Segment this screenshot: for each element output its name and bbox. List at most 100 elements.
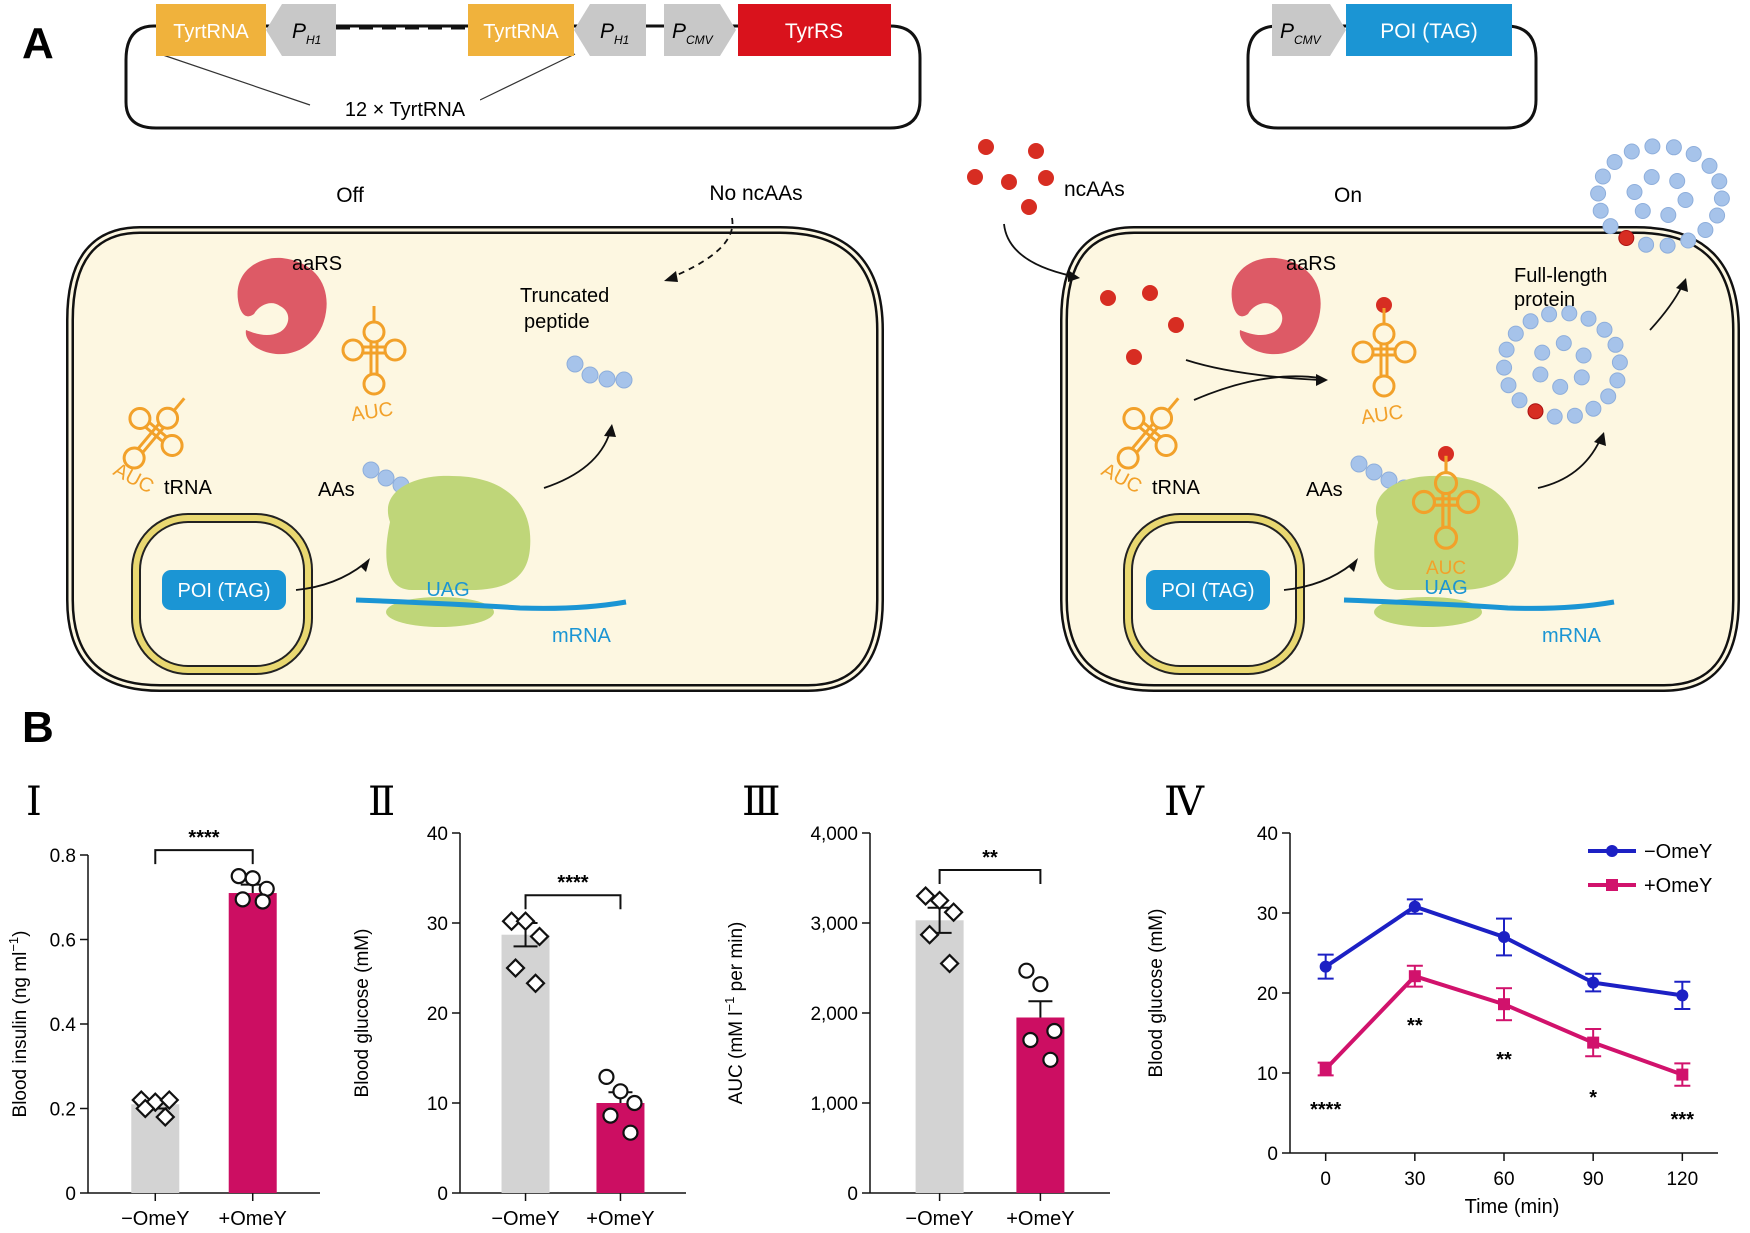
protein-residue <box>1532 366 1549 383</box>
ph1-label-1: P <box>292 20 306 43</box>
legend-label: +OmeY <box>1644 875 1712 897</box>
aas-label-off: AAs <box>318 479 355 501</box>
y-tick-label: 10 <box>1257 1064 1278 1085</box>
bar-minus-omey <box>501 934 550 1193</box>
protein-residue <box>1623 143 1640 160</box>
data-point-circle <box>244 870 261 887</box>
y-axis-label: AUC (mM l−1 per min) <box>722 922 747 1105</box>
protein-residue <box>1634 203 1651 219</box>
y-tick-label: 40 <box>427 824 448 845</box>
protein-residue <box>1522 313 1539 330</box>
protein-residue <box>1713 190 1730 207</box>
protein-residue <box>1573 369 1590 386</box>
data-point-diamond <box>505 957 526 979</box>
uag-label-off: UAG <box>426 579 469 601</box>
y-tick-label: 20 <box>1257 984 1278 1005</box>
data-point-diamond <box>159 1090 180 1111</box>
pcmv-promoter-2 <box>1272 4 1346 56</box>
pcmv-label-1: P <box>672 20 686 43</box>
x-axis-label: Time (min) <box>1465 1196 1560 1218</box>
mrna-label-off: mRNA <box>552 625 612 647</box>
poi-box-off <box>162 570 286 610</box>
protein-residue <box>1677 192 1694 208</box>
ph1-promoter-1 <box>266 4 336 56</box>
y-axis-label-sup: −1 <box>722 997 737 1012</box>
protein-residue <box>1600 388 1617 405</box>
full-length-label-2: protein <box>1514 289 1575 311</box>
state-off-label: Off <box>336 184 364 207</box>
y-axis-label-main: AUC (mM l <box>726 1011 747 1104</box>
protein-residue <box>1701 157 1718 174</box>
protein-residue <box>1575 347 1592 364</box>
panel-label-a: A <box>22 19 54 68</box>
protein-residue <box>1611 354 1628 371</box>
pcmv-sub-1: CMV <box>686 33 714 47</box>
data-point-circle <box>598 1068 615 1086</box>
ncaa-charged-1 <box>1376 297 1392 313</box>
x-tick-label: 0 <box>1320 1169 1331 1190</box>
full-length-label-1: Full-length <box>1514 265 1607 287</box>
y-tick-label: 0 <box>437 1184 448 1205</box>
x-tick-label: −OmeY <box>905 1208 973 1230</box>
chart-panel-label: Ⅱ <box>368 779 395 825</box>
data-point <box>1408 900 1421 913</box>
ph1-label-2: P <box>600 20 614 43</box>
protein-residue <box>1534 344 1551 361</box>
x-tick-label: 60 <box>1493 1169 1514 1190</box>
y-tick-label: 0 <box>847 1184 858 1205</box>
poi-block <box>1346 4 1512 56</box>
x-tick-label: −OmeY <box>491 1208 559 1230</box>
protein-residue <box>1685 146 1702 162</box>
cell-off: Off No ncAAs aaRS AUC AUC tRNA Truncated… <box>66 182 884 692</box>
protein-residue <box>1665 139 1682 156</box>
data-point <box>1498 998 1510 1011</box>
y-tick-label: 1,000 <box>810 1094 858 1115</box>
poi-label: POI (TAG) <box>1380 20 1478 43</box>
plasmid-1: TyrtRNA PH1 TyrtRNA PH1 PCMV TyrRS 12 × … <box>124 4 922 130</box>
legend-marker <box>1606 845 1618 857</box>
ph1-promoter-2 <box>574 4 646 56</box>
auc-label-on-3: AUC <box>1426 558 1466 579</box>
data-point <box>1408 970 1421 983</box>
data-point-circle <box>626 1094 643 1112</box>
aas-label-on: AAs <box>1306 479 1343 501</box>
protein-residue <box>1592 202 1609 219</box>
mrna-strand-on <box>1343 597 1615 611</box>
y-axis-label-end: per min) <box>726 922 747 997</box>
significance-label: ** <box>982 847 998 869</box>
ribosome-large-on <box>1374 475 1519 590</box>
significance-bracket <box>938 869 1042 884</box>
protein-residue <box>1596 321 1613 338</box>
nucleus-on <box>1125 515 1303 673</box>
data-point <box>1319 1063 1332 1075</box>
ncaa-cluster-outside <box>967 139 1054 215</box>
data-point <box>1587 976 1600 989</box>
data-point-diamond <box>525 973 546 994</box>
protein-residue <box>1566 407 1583 424</box>
svg-text:PH1: PH1 <box>600 20 629 47</box>
poi-box-on <box>1146 570 1270 610</box>
protein-residue <box>1626 184 1643 200</box>
significance-bracket <box>154 849 254 865</box>
pcmv-label-2: P <box>1280 20 1294 43</box>
protein-residue <box>1580 310 1597 327</box>
ph1-sub-1: H1 <box>306 33 321 47</box>
data-point-diamond <box>501 911 522 932</box>
y-tick-label: 0.8 <box>50 846 76 867</box>
protein-residue <box>1602 218 1619 235</box>
pcmv-sub-2: CMV <box>1294 33 1322 47</box>
y-axis-label-sup: −1 <box>6 937 21 952</box>
tyrtrna-block-2 <box>468 4 574 56</box>
protein-residue <box>1644 138 1661 155</box>
svg-text:PCMV: PCMV <box>672 20 714 47</box>
legend-marker <box>1606 879 1618 891</box>
protein-residue <box>1594 168 1611 185</box>
svg-text:PCMV: PCMV <box>1280 20 1322 47</box>
data-point-diamond <box>529 926 550 947</box>
significance-label: ** <box>1407 1015 1423 1037</box>
protein-residue <box>1697 222 1714 238</box>
y-axis-label-main: Blood glucose (mM) <box>1146 909 1167 1078</box>
data-point-circle <box>602 1107 619 1124</box>
